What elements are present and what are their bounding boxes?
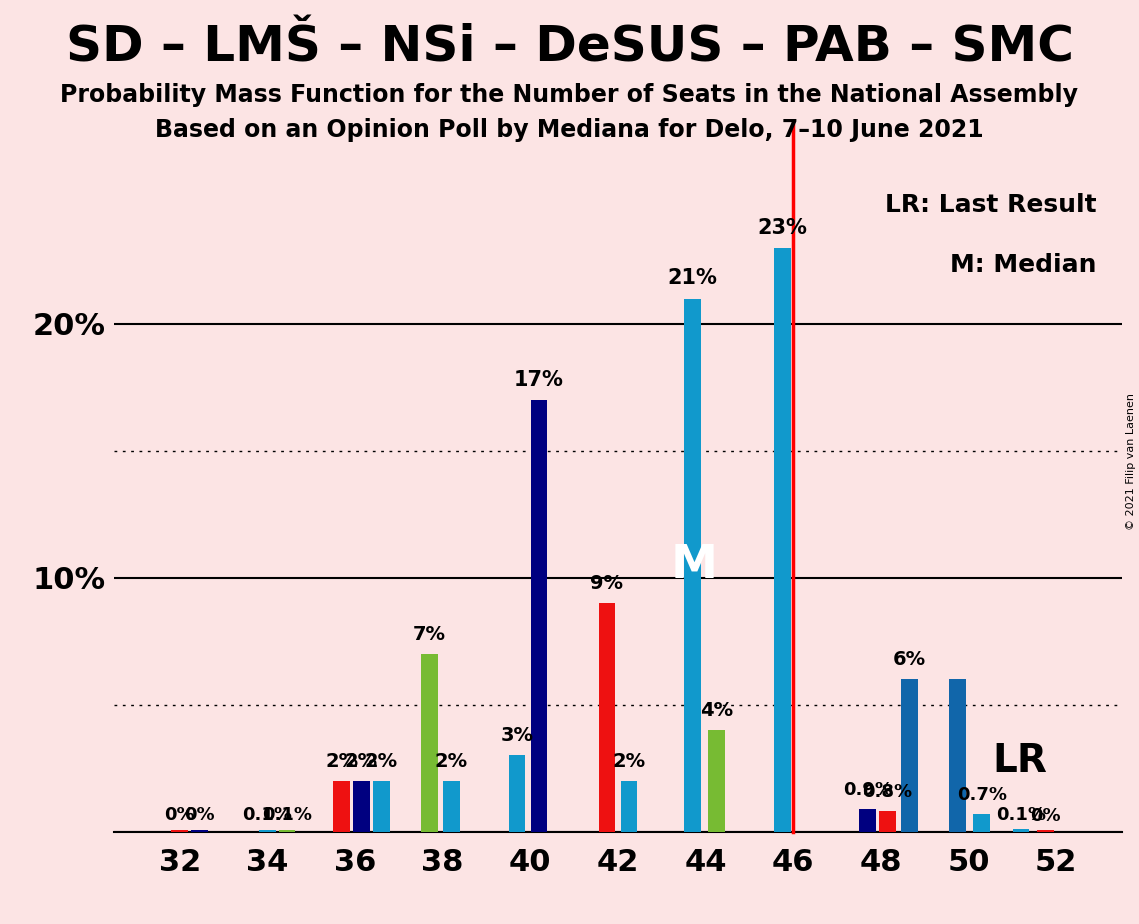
Text: M: M (670, 542, 718, 588)
Text: 0.8%: 0.8% (862, 784, 912, 801)
Text: Based on an Opinion Poll by Mediana for Delo, 7–10 June 2021: Based on an Opinion Poll by Mediana for … (155, 118, 984, 142)
Text: 0%: 0% (164, 807, 195, 824)
Bar (1013, 829, 1030, 832)
Text: 0.7%: 0.7% (957, 785, 1007, 804)
Bar (599, 603, 615, 832)
Text: LR: LR (992, 742, 1048, 780)
Text: 0.1%: 0.1% (243, 807, 293, 824)
Text: 4%: 4% (700, 701, 734, 720)
Text: Probability Mass Function for the Number of Seats in the National Assembly: Probability Mass Function for the Number… (60, 83, 1079, 107)
Bar (1036, 830, 1054, 832)
Text: 3%: 3% (501, 726, 533, 746)
Text: 2%: 2% (364, 752, 398, 771)
Bar (949, 679, 966, 832)
Bar (372, 781, 390, 832)
Bar (879, 811, 895, 832)
Text: M: Median: M: Median (950, 253, 1097, 277)
Bar (773, 248, 790, 832)
Bar (685, 298, 700, 832)
Bar (443, 781, 460, 832)
Bar (334, 781, 350, 832)
Bar (279, 830, 295, 832)
Bar (353, 781, 370, 832)
Text: 7%: 7% (413, 625, 446, 644)
Bar (171, 830, 188, 832)
Text: 2%: 2% (435, 752, 468, 771)
Text: © 2021 Filip van Laenen: © 2021 Filip van Laenen (1126, 394, 1136, 530)
Text: 0%: 0% (1030, 807, 1060, 825)
Text: 6%: 6% (893, 650, 926, 669)
Text: 2%: 2% (613, 752, 646, 771)
Text: 9%: 9% (590, 574, 623, 593)
Bar (901, 679, 918, 832)
Text: 23%: 23% (757, 218, 808, 237)
Bar (974, 814, 990, 832)
Text: 0.1%: 0.1% (997, 806, 1046, 824)
Bar (509, 756, 525, 832)
Bar (621, 781, 637, 832)
Bar (531, 400, 548, 832)
Text: 0%: 0% (185, 807, 214, 824)
Bar (259, 830, 276, 832)
Text: LR: Last Result: LR: Last Result (885, 192, 1097, 216)
Text: SD – LMŠ – NSi – DeSUS – PAB – SMC: SD – LMŠ – NSi – DeSUS – PAB – SMC (66, 23, 1073, 71)
Text: 2%: 2% (345, 752, 378, 771)
Bar (860, 808, 876, 832)
Text: 2%: 2% (326, 752, 359, 771)
Bar (708, 730, 724, 832)
Text: 0.9%: 0.9% (843, 781, 893, 798)
Text: 0.1%: 0.1% (262, 807, 312, 824)
Text: 17%: 17% (514, 370, 564, 390)
Bar (421, 654, 437, 832)
Text: 21%: 21% (667, 268, 718, 288)
Bar (191, 830, 207, 832)
